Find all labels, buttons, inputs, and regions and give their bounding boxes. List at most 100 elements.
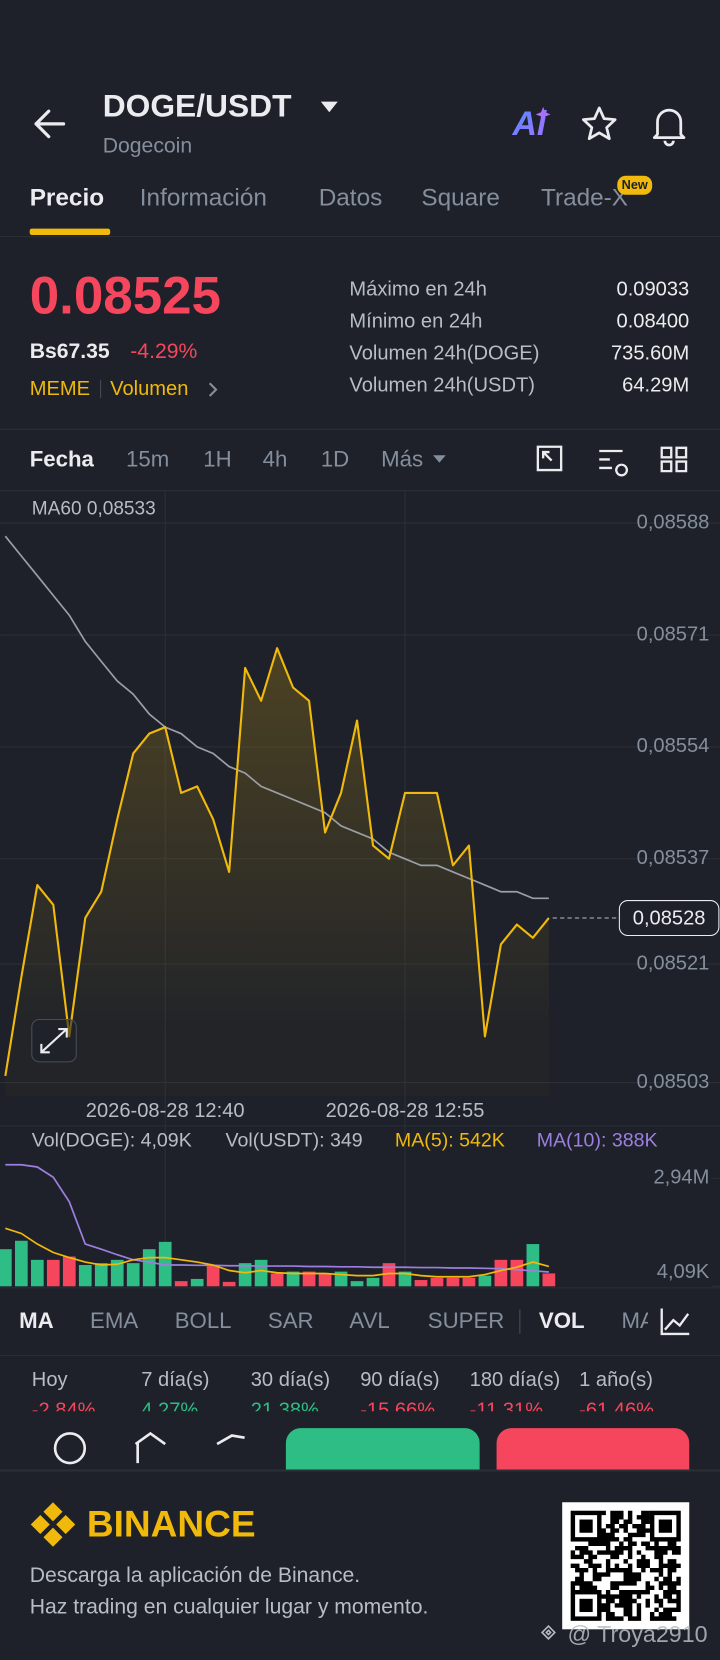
interval[interactable]: Más bbox=[381, 446, 423, 471]
volume-bar bbox=[318, 1273, 332, 1287]
x-tick-label: 2026-08-28 12:40 bbox=[86, 1100, 245, 1122]
volume-bar bbox=[270, 1273, 284, 1287]
buy-button[interactable] bbox=[285, 1428, 480, 1492]
last-price-label: 0,08528 bbox=[633, 907, 706, 929]
tag[interactable]: Volumen bbox=[110, 378, 188, 400]
interval[interactable]: 1H bbox=[203, 446, 231, 471]
volume-tick-label: 4,09K bbox=[657, 1261, 710, 1283]
tool-depth[interactable] bbox=[536, 445, 563, 472]
fiat-price: Bs67.35 bbox=[30, 340, 110, 363]
performance-value: -61.46% bbox=[579, 1400, 654, 1422]
favorite-button[interactable] bbox=[582, 106, 617, 141]
indicator[interactable]: SUPER bbox=[428, 1308, 505, 1333]
tab[interactable]: Precio bbox=[30, 184, 104, 211]
volume-bar bbox=[0, 1249, 12, 1287]
qr-finder bbox=[649, 1510, 681, 1542]
x-tick-label: 2026-08-28 12:55 bbox=[326, 1100, 485, 1122]
back-button[interactable] bbox=[34, 109, 66, 139]
tag-chevron bbox=[208, 382, 218, 397]
qr-finder-core bbox=[579, 1598, 593, 1613]
logo-mark bbox=[30, 1502, 76, 1547]
tab[interactable]: Trade-X bbox=[541, 184, 628, 211]
sell-button[interactable] bbox=[496, 1428, 690, 1492]
volume-bar bbox=[478, 1275, 492, 1287]
interval[interactable]: 15m bbox=[126, 446, 169, 471]
volume-bar bbox=[286, 1271, 300, 1287]
volume-legend: Vol(DOGE): 4,09K bbox=[32, 1129, 192, 1151]
tool-settings[interactable] bbox=[599, 449, 628, 477]
volume-bar bbox=[542, 1273, 556, 1287]
expand-button[interactable] bbox=[31, 1018, 77, 1063]
interval[interactable]: Fecha bbox=[30, 446, 95, 471]
volume-bar bbox=[494, 1259, 508, 1287]
volume-bar bbox=[110, 1259, 124, 1287]
ai-button[interactable]: Ai bbox=[511, 105, 546, 143]
brand-name: BINANCE bbox=[87, 1502, 256, 1544]
volume-bar bbox=[30, 1259, 44, 1287]
volume-bar bbox=[14, 1240, 28, 1287]
tool-layout[interactable] bbox=[660, 446, 688, 473]
ma-label: MA60 0,08533 bbox=[32, 498, 156, 519]
toolbar-icon[interactable] bbox=[216, 1434, 245, 1446]
volume-tick-label: 2,94M bbox=[653, 1167, 709, 1189]
tab[interactable]: Información bbox=[140, 184, 267, 211]
volume-ma10 bbox=[5, 1163, 549, 1273]
volume-bar bbox=[222, 1281, 236, 1287]
qr-data bbox=[570, 1510, 681, 1621]
interval-bar: Fecha 15m 1H 4h 1D Más bbox=[30, 446, 423, 471]
interval[interactable]: 1D bbox=[321, 446, 349, 471]
indicator-settings[interactable] bbox=[660, 1308, 690, 1336]
indicator[interactable]: AVL bbox=[349, 1308, 389, 1333]
volume-bar bbox=[158, 1241, 172, 1287]
stat-label: Máximo en 24h bbox=[349, 278, 487, 300]
y-tick-label: 0,08571 bbox=[637, 623, 710, 645]
volume-bar bbox=[366, 1277, 380, 1287]
qr-finder bbox=[570, 1590, 602, 1621]
volume-bar bbox=[526, 1244, 540, 1287]
volume-bar bbox=[446, 1277, 460, 1287]
y-tick-label: 0,08503 bbox=[637, 1071, 710, 1093]
indicator[interactable]: BOLL bbox=[175, 1308, 232, 1333]
stat-label: Mínimo en 24h bbox=[349, 310, 482, 332]
performance-value: 4.27% bbox=[141, 1400, 198, 1422]
pair-title[interactable]: DOGE/USDT bbox=[103, 87, 292, 123]
pair-dropdown[interactable] bbox=[320, 101, 338, 113]
volume-bar bbox=[174, 1281, 188, 1287]
volume-bar bbox=[510, 1259, 524, 1287]
indicator[interactable]: MA bbox=[19, 1308, 54, 1333]
stat-value: 64.29M bbox=[622, 375, 689, 397]
coin-name: Dogecoin bbox=[103, 135, 192, 158]
indicator[interactable]: EMA bbox=[90, 1308, 138, 1333]
alert-button[interactable] bbox=[652, 108, 686, 147]
stat-label: Volumen 24h(USDT) bbox=[349, 375, 535, 397]
performance-value: -2.84% bbox=[32, 1400, 96, 1422]
indicator[interactable]: VOL bbox=[539, 1308, 585, 1333]
toolbar-icon[interactable] bbox=[53, 1432, 87, 1465]
interval[interactable]: 4h bbox=[263, 446, 288, 471]
stat-value: 0.08400 bbox=[617, 310, 690, 332]
tag[interactable]: MEME bbox=[30, 378, 90, 400]
ma60-line bbox=[4, 535, 549, 900]
price-line bbox=[4, 647, 550, 1077]
volume-legend: MA(5): 542K bbox=[395, 1129, 505, 1151]
indicator[interactable]: SAR bbox=[268, 1308, 314, 1333]
price-chart: 0,08588 0,08571 0,08554 0,08537 0,08521 0,085… bbox=[0, 490, 720, 1288]
tab[interactable]: Square bbox=[421, 184, 499, 211]
volume-ma5 bbox=[5, 1227, 550, 1278]
expand-icon bbox=[40, 1027, 68, 1054]
volume-bar bbox=[462, 1277, 476, 1287]
brand-logo bbox=[30, 1502, 76, 1547]
new-badge-text: New bbox=[622, 178, 648, 192]
volume-bar bbox=[78, 1264, 92, 1287]
indicator-bar: MA EMA BOLL SAR AVL SUPER VOL MA bbox=[19, 1308, 655, 1333]
volume-bar bbox=[206, 1264, 220, 1287]
watermark-logo bbox=[540, 1624, 556, 1640]
volume-bar bbox=[46, 1259, 60, 1287]
tab[interactable]: Datos bbox=[319, 184, 383, 211]
stat-value: 0.09033 bbox=[617, 278, 690, 300]
toolbar-icon[interactable] bbox=[134, 1431, 166, 1464]
more-dropdown[interactable] bbox=[433, 455, 446, 463]
volume-bar bbox=[238, 1263, 252, 1287]
performance-label: 180 día(s) bbox=[470, 1369, 561, 1391]
